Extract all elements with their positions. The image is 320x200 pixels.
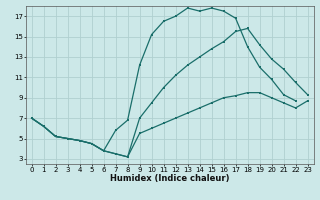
X-axis label: Humidex (Indice chaleur): Humidex (Indice chaleur) (110, 174, 229, 183)
